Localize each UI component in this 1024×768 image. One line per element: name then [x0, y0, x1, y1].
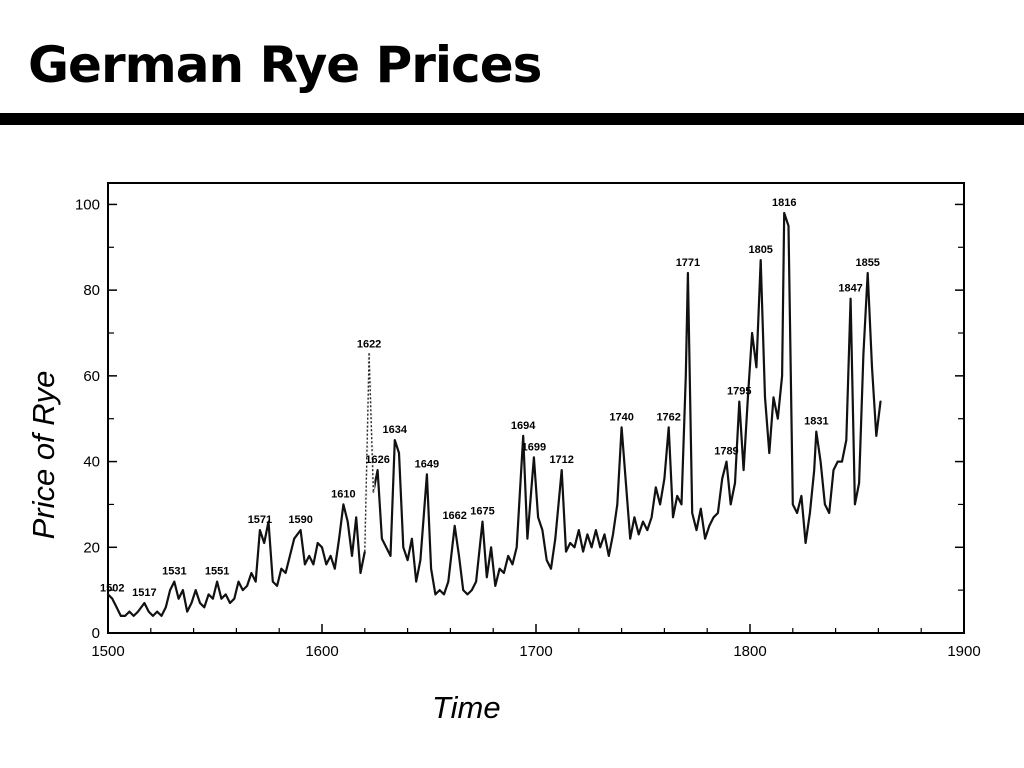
- spike-1622-dotted-line: [364, 354, 375, 552]
- peak-year-label: 1622: [357, 338, 381, 350]
- peak-year-label: 1517: [132, 587, 156, 599]
- peak-year-label: 1816: [772, 197, 796, 209]
- peak-year-label: 1712: [549, 454, 573, 466]
- peak-year-label: 1831: [804, 416, 828, 428]
- peak-year-label: 1502: [100, 583, 124, 595]
- x-tick-label: 1800: [733, 643, 766, 660]
- peak-year-label: 1694: [511, 420, 536, 432]
- peak-year-label: 1855: [855, 257, 879, 269]
- peak-year-label: 1699: [522, 441, 546, 453]
- x-tick-label: 1900: [947, 643, 980, 660]
- x-tick-label: 1700: [519, 643, 552, 660]
- peak-year-label: 1762: [656, 411, 680, 423]
- peak-year-label: 1662: [442, 510, 466, 522]
- peak-year-label: 1634: [383, 424, 408, 436]
- y-tick-label: 80: [83, 282, 100, 299]
- peak-year-label: 1675: [470, 506, 494, 518]
- peak-year-label: 1571: [248, 514, 272, 526]
- y-tick-label: 20: [83, 539, 100, 556]
- peak-year-label: 1551: [205, 566, 229, 578]
- peak-year-label: 1626: [365, 454, 389, 466]
- rye-price-line: [106, 211, 882, 617]
- slide-title: German Rye Prices: [28, 36, 542, 94]
- peak-year-label: 1805: [748, 244, 772, 256]
- peak-year-label: 1789: [714, 446, 738, 458]
- x-tick-label: 1600: [305, 643, 338, 660]
- peak-year-label: 1740: [609, 411, 633, 423]
- peak-year-label: 1610: [331, 488, 355, 500]
- title-divider: [0, 113, 1024, 125]
- y-tick-label: 60: [83, 368, 100, 385]
- y-axis-title: Price of Rye: [26, 370, 61, 540]
- y-tick-label: 100: [75, 196, 100, 213]
- peak-year-label: 1649: [415, 458, 439, 470]
- plot-frame: [107, 182, 965, 634]
- peak-year-label: 1847: [838, 283, 862, 295]
- peak-year-label: 1795: [727, 386, 751, 398]
- y-tick-label: 40: [83, 454, 100, 471]
- x-axis-title: Time: [432, 690, 501, 725]
- peak-year-label: 1531: [162, 566, 186, 578]
- peak-year-label: 1590: [288, 514, 312, 526]
- y-tick-label: 0: [92, 625, 100, 642]
- peak-year-label: 1771: [676, 257, 700, 269]
- x-tick-label: 1500: [91, 643, 124, 660]
